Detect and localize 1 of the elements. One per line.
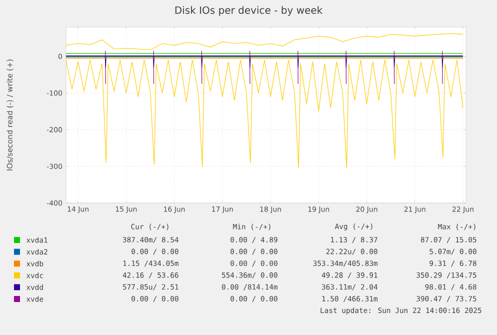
chart-title: Disk IOs per device - by week	[175, 6, 323, 16]
